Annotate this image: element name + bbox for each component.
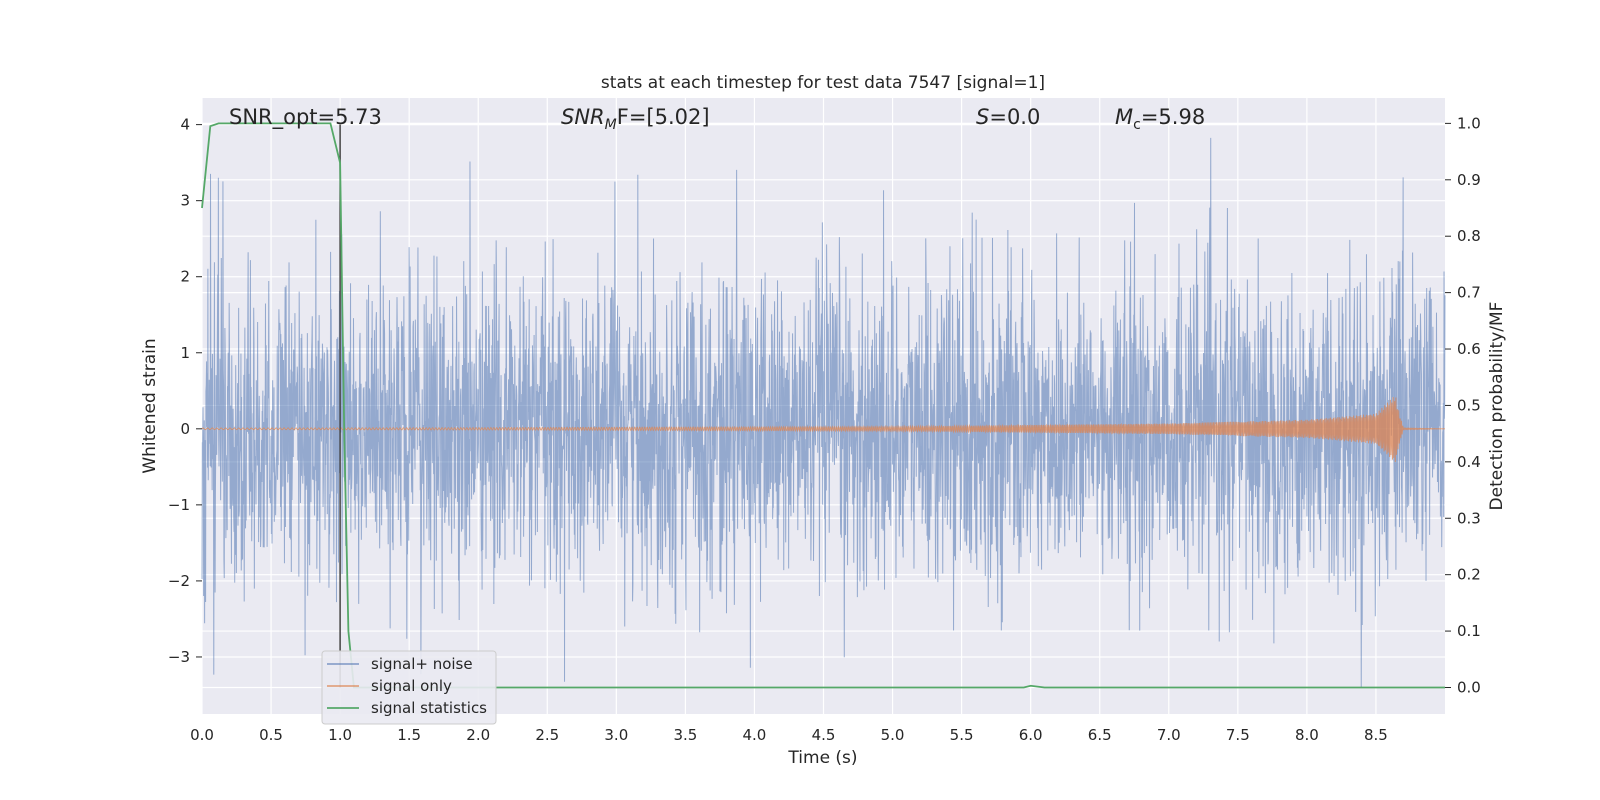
x-tick-label: 2.0 — [466, 726, 490, 744]
y-right-tick-label: 0.6 — [1457, 340, 1481, 358]
chart-title: stats at each timestep for test data 754… — [601, 73, 1045, 93]
y-left-tick-label: −1 — [168, 496, 190, 514]
snr-mf-sub: M — [605, 117, 617, 133]
y-right-axis-label: Detection probability/MF — [1487, 302, 1507, 511]
x-tick-label: 4.5 — [812, 726, 836, 744]
y-right-tick-label: 1.0 — [1457, 114, 1481, 132]
x-tick-label: 8.0 — [1295, 726, 1319, 744]
x-tick-label: 7.0 — [1157, 726, 1181, 744]
signal-only-series — [201, 397, 1446, 462]
mc-sub: c — [1133, 117, 1141, 133]
x-tick-label: 0.0 — [190, 726, 214, 744]
signal-statistics-line — [201, 122, 1445, 689]
x-tick-label: 8.5 — [1364, 726, 1388, 744]
s-annotation: S=0.0 — [976, 105, 1040, 129]
mc-rest: =5.98 — [1141, 105, 1205, 129]
s-rest: =0.0 — [989, 105, 1040, 129]
x-tick-label: 0.5 — [259, 726, 283, 744]
x-tick-label: 1.5 — [397, 726, 421, 744]
s-var: S — [976, 105, 989, 129]
y-left-tick-label: −3 — [168, 648, 190, 666]
snr-mf-main: SNR — [561, 105, 605, 129]
y-right-tick-label: 0.0 — [1457, 678, 1481, 696]
x-axis-label: Time (s) — [787, 748, 857, 768]
snr-mf-annotation: SNRMF=[5.02] — [561, 105, 710, 133]
x-tick-label: 4.0 — [743, 726, 767, 744]
signal-noise-series — [201, 137, 1446, 688]
x-tick-label: 6.5 — [1088, 726, 1112, 744]
snr-opt-annotation: SNR_opt=5.73 — [229, 105, 382, 130]
legend-label-signal-noise: signal+ noise — [371, 655, 473, 673]
y-left-tick-label: 4 — [180, 116, 190, 134]
legend: signal+ noise signal only signal statist… — [321, 650, 497, 725]
legend-label-signal-statistics: signal statistics — [371, 699, 487, 717]
y-right-tick-label: 0.2 — [1457, 566, 1481, 584]
y-right-tick-label: 0.5 — [1457, 396, 1481, 414]
y-right-tick-label: 0.7 — [1457, 284, 1481, 302]
y-right-tick-label: 0.3 — [1457, 509, 1481, 527]
snr-mf-rest: F=[5.02] — [617, 105, 710, 129]
y-right-axis-ticks: 1.0 0.9 0.8 0.7 0.6 0.5 0.4 0.3 0.2 0.1 0.0 — [1445, 114, 1481, 696]
y-left-tick-label: 1 — [180, 344, 190, 362]
y-left-tick-label: 3 — [180, 192, 190, 210]
legend-box — [321, 650, 497, 725]
x-tick-label: 5.0 — [881, 726, 905, 744]
y-right-tick-label: 0.9 — [1457, 171, 1481, 189]
x-tick-label: 5.5 — [950, 726, 974, 744]
signal-only-line — [201, 397, 1446, 462]
x-tick-label: 7.5 — [1226, 726, 1250, 744]
y-left-axis-label: Whitened strain — [140, 338, 160, 473]
signal-statistics-series — [201, 122, 1445, 689]
y-left-tick-label: 0 — [180, 420, 190, 438]
y-left-tick-label: −2 — [168, 572, 190, 590]
legend-label-signal-only: signal only — [371, 677, 452, 695]
x-tick-label: 3.5 — [673, 726, 697, 744]
mc-main: M — [1115, 105, 1133, 129]
y-right-tick-label: 0.4 — [1457, 453, 1481, 471]
x-axis-ticks: 0.0 0.5 1.0 1.5 2.0 2.5 3.0 3.5 4.0 4.5 5.0 5.5 6.0 6… — [190, 726, 1388, 744]
mc-annotation: Mc=5.98 — [1115, 105, 1205, 133]
x-tick-label: 3.0 — [604, 726, 628, 744]
y-left-axis-ticks: 4 3 2 1 0 −1 −2 −3 — [168, 116, 202, 666]
x-tick-label: 2.5 — [535, 726, 559, 744]
y-left-tick-label: 2 — [180, 268, 190, 286]
signal-noise-line — [201, 137, 1446, 688]
y-right-tick-label: 0.8 — [1457, 227, 1481, 245]
x-tick-label: 1.0 — [328, 726, 352, 744]
y-right-tick-label: 0.1 — [1457, 622, 1481, 640]
x-tick-label: 6.0 — [1019, 726, 1043, 744]
